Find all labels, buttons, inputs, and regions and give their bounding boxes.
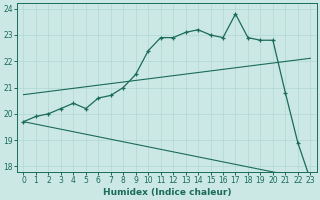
X-axis label: Humidex (Indice chaleur): Humidex (Indice chaleur) xyxy=(103,188,231,197)
